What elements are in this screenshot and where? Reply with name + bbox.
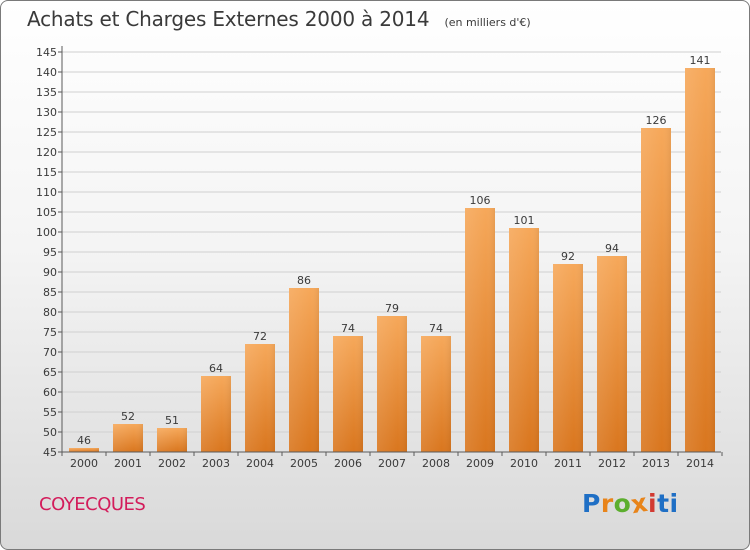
data-label: 52 — [121, 410, 135, 423]
y-tick-label: 110 — [36, 186, 57, 199]
chart-title: Achats et Charges Externes 2000 à 2014 — [27, 7, 430, 31]
data-label: 51 — [165, 414, 179, 427]
logo-letter: r — [600, 489, 614, 518]
bar-shade — [465, 208, 495, 452]
x-tick-label: 2011 — [554, 457, 582, 470]
y-tick-label: 120 — [36, 146, 57, 159]
y-tick-label: 75 — [43, 326, 57, 339]
logo-letter: i — [669, 489, 679, 518]
x-tick-label: 2003 — [202, 457, 230, 470]
x-tick-label: 2013 — [642, 457, 670, 470]
proxiti-logo[interactable]: Proxiti — [582, 488, 679, 519]
data-label: 79 — [385, 302, 399, 315]
data-label: 74 — [429, 322, 443, 335]
data-label: 74 — [341, 322, 355, 335]
x-tick-label: 2008 — [422, 457, 450, 470]
bar-shade — [201, 376, 231, 452]
y-tick-label: 135 — [36, 86, 57, 99]
bar-shade — [509, 228, 539, 452]
axes: 45 50 55 60 65 70 75 80 85 90 95 100 105 110 115 120 125… — [36, 46, 723, 470]
bar-shade — [69, 448, 99, 452]
bar-shade — [597, 256, 627, 452]
data-label: 106 — [470, 194, 491, 207]
bar-shade — [333, 336, 363, 452]
title-row: Achats et Charges Externes 2000 à 2014 (… — [27, 7, 531, 31]
bar-shade — [113, 424, 143, 452]
y-tick-label: 70 — [43, 346, 57, 359]
bar-shade — [289, 288, 319, 452]
y-tick-label: 105 — [36, 206, 57, 219]
y-tick-label: 100 — [36, 226, 57, 239]
data-label: 86 — [297, 274, 311, 287]
chart-subtitle: (en milliers d'€) — [444, 16, 531, 29]
bar-shade — [641, 128, 671, 452]
x-tick-label: 2014 — [686, 457, 714, 470]
y-tick-label: 125 — [36, 126, 57, 139]
logo-letter: i — [648, 489, 658, 518]
y-tick-label: 130 — [36, 106, 57, 119]
data-label: 72 — [253, 330, 267, 343]
y-tick-label: 140 — [36, 66, 57, 79]
data-label: 64 — [209, 362, 223, 375]
data-label: 101 — [514, 214, 535, 227]
data-label: 92 — [561, 250, 575, 263]
y-tick-label: 145 — [36, 46, 57, 59]
x-tick-label: 2006 — [334, 457, 362, 470]
data-label: 141 — [690, 54, 711, 67]
bar-shade — [377, 316, 407, 452]
commune-name: COYECQUES — [39, 494, 146, 515]
y-tick-label: 65 — [43, 366, 57, 379]
bars — [69, 68, 715, 452]
x-tick-label: 2002 — [158, 457, 186, 470]
data-label: 46 — [77, 434, 91, 447]
y-tick-label: 55 — [43, 406, 57, 419]
bar-shade — [157, 428, 187, 452]
y-tick-label: 115 — [36, 166, 57, 179]
x-tick-label: 2007 — [378, 457, 406, 470]
y-tick-label: 85 — [43, 286, 57, 299]
x-tick-label: 2005 — [290, 457, 318, 470]
x-tick-label: 2000 — [70, 457, 98, 470]
y-tick-label: 90 — [43, 266, 57, 279]
data-labels: 46 52 51 64 72 86 74 79 74 106 101 92 94 126 141 — [77, 54, 711, 447]
x-tick-label: 2009 — [466, 457, 494, 470]
y-tick-label: 95 — [43, 246, 57, 259]
x-tick-label: 2004 — [246, 457, 274, 470]
data-label: 94 — [605, 242, 619, 255]
y-tick-label: 50 — [43, 426, 57, 439]
bar-shade — [685, 68, 715, 452]
x-tick-label: 2010 — [510, 457, 538, 470]
logo-letter: t — [657, 489, 670, 518]
x-tick-label: 2012 — [598, 457, 626, 470]
logo-letter: o — [613, 489, 632, 518]
logo-letter: P — [582, 489, 601, 518]
bar-shade — [245, 344, 275, 452]
y-tick-label: 45 — [43, 446, 57, 459]
y-tick-label: 80 — [43, 306, 57, 319]
bar-shade — [421, 336, 451, 452]
x-tick-label: 2001 — [114, 457, 142, 470]
bar-shade — [553, 264, 583, 452]
data-label: 126 — [646, 114, 667, 127]
y-tick-label: 60 — [43, 386, 57, 399]
